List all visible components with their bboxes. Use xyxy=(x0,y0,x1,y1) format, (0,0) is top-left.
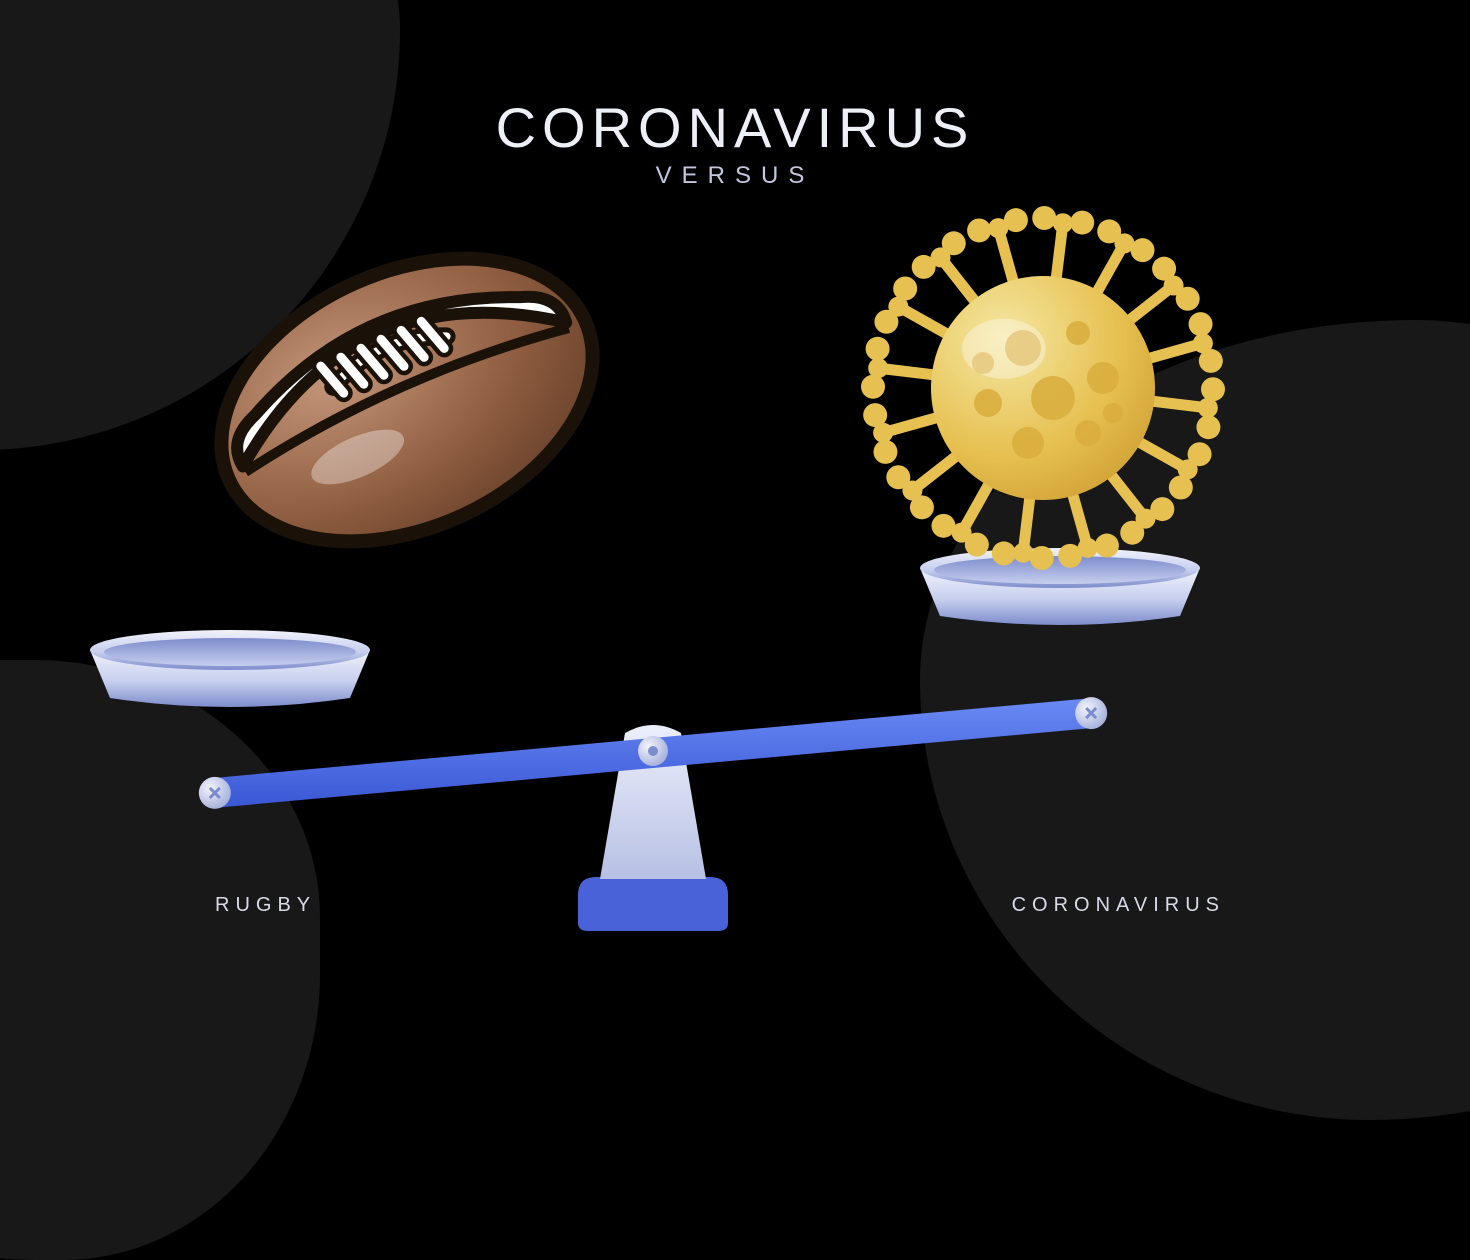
scale-pan-left-inner xyxy=(104,638,356,666)
scale-base xyxy=(578,877,728,931)
rugby-ball-icon xyxy=(177,204,637,596)
coronavirus-icon xyxy=(861,206,1225,570)
fulcrum-pin-dot xyxy=(648,746,658,756)
illustration-stage xyxy=(0,0,1470,980)
